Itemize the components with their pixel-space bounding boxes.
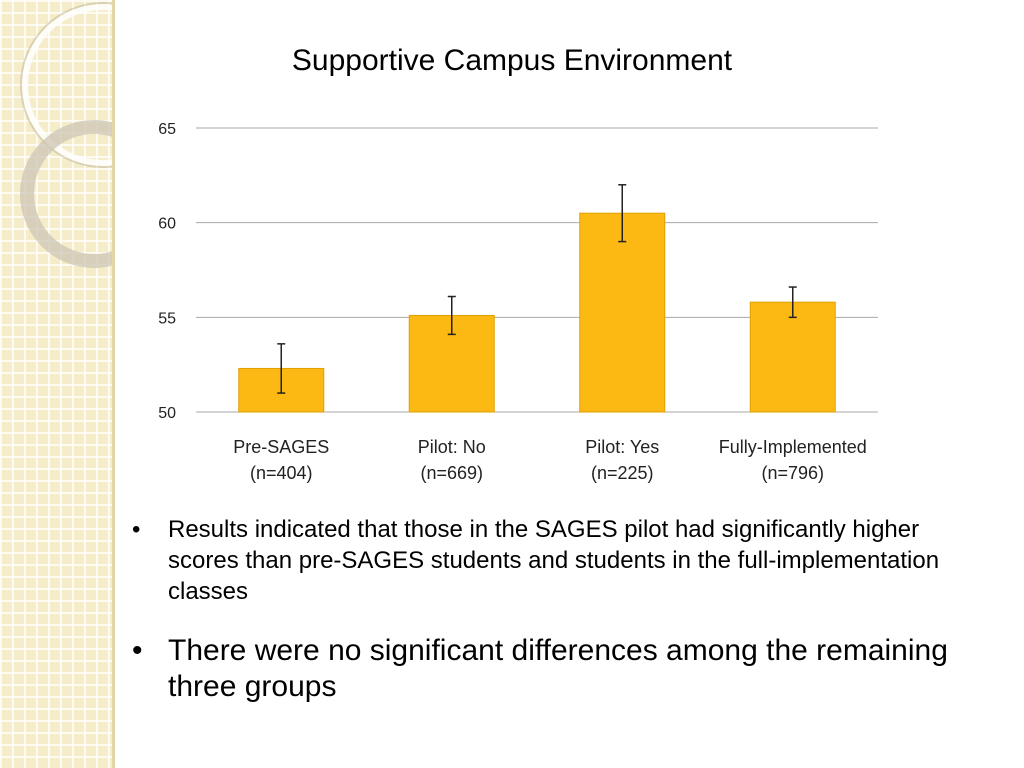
bar	[579, 212, 666, 413]
bullet-marker: •	[132, 634, 143, 667]
bullet-text: Results indicated that those in the SAGE…	[168, 516, 940, 605]
bar-chart: 50 55 60 65 Pre-SAGES (n=404) Pilot: No (n=669)…	[158, 121, 878, 483]
y-tick-label: 65	[158, 121, 176, 138]
bullet-marker: •	[132, 516, 141, 543]
side-panel-edge	[112, 0, 115, 768]
x-tick-sublabel: (n=669)	[420, 463, 483, 483]
y-tick-label: 50	[158, 405, 176, 422]
decorative-side-panel	[0, 0, 112, 768]
bar	[749, 301, 836, 413]
bullet-text: There were no significant differences am…	[168, 634, 948, 703]
y-tick-label: 60	[158, 216, 176, 233]
x-tick-label: Pre-SAGES	[233, 437, 329, 457]
bullet-item: • There were no significant differences …	[128, 633, 988, 705]
x-tick-sublabel: (n=796)	[761, 463, 824, 483]
bullet-list: • Results indicated that those in the SA…	[128, 514, 988, 705]
x-tick-sublabel: (n=225)	[591, 463, 654, 483]
x-tick-label: Pilot: No	[418, 437, 486, 457]
chart-title: Supportive Campus Environment	[291, 44, 733, 77]
y-tick-label: 55	[158, 310, 176, 327]
x-tick-label: Fully-Implemented	[719, 437, 867, 457]
x-tick-sublabel: (n=404)	[250, 463, 313, 483]
bullet-item: • Results indicated that those in the SA…	[128, 514, 988, 607]
x-tick-label: Pilot: Yes	[585, 437, 659, 457]
